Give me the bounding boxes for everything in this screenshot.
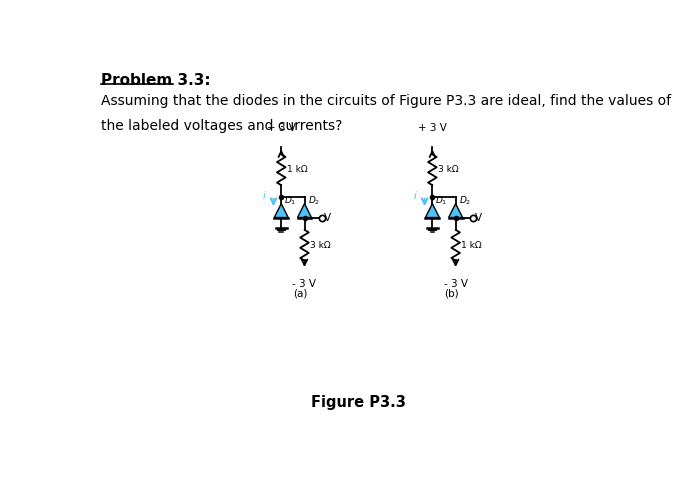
Polygon shape (298, 204, 312, 217)
Text: the labeled voltages and currents?: the labeled voltages and currents? (102, 119, 343, 133)
Text: V: V (324, 213, 331, 223)
Text: - 3 V: - 3 V (293, 279, 316, 289)
Text: $D_2$: $D_2$ (458, 194, 471, 207)
Text: (a): (a) (293, 288, 308, 298)
Text: Assuming that the diodes in the circuits of Figure P3.3 are ideal, find the valu: Assuming that the diodes in the circuits… (102, 94, 671, 109)
Text: i: i (414, 191, 417, 201)
Text: + 3 V: + 3 V (418, 123, 447, 133)
Text: 3 kΩ: 3 kΩ (310, 241, 330, 250)
Text: i: i (263, 191, 266, 201)
Text: (b): (b) (444, 288, 459, 298)
Text: 3 kΩ: 3 kΩ (438, 165, 458, 174)
Text: Figure P3.3: Figure P3.3 (312, 395, 406, 410)
Polygon shape (449, 204, 463, 217)
Text: Problem 3.3:: Problem 3.3: (102, 73, 211, 88)
Text: 1 kΩ: 1 kΩ (287, 165, 307, 174)
Text: V: V (475, 213, 482, 223)
Text: $D_1$: $D_1$ (284, 194, 297, 207)
Text: 1 kΩ: 1 kΩ (461, 241, 482, 250)
Text: $D_1$: $D_1$ (435, 194, 448, 207)
Polygon shape (274, 204, 288, 217)
Text: - 3 V: - 3 V (444, 279, 468, 289)
Text: $D_2$: $D_2$ (307, 194, 320, 207)
Text: + 3 V: + 3 V (267, 123, 295, 133)
Polygon shape (426, 204, 440, 217)
